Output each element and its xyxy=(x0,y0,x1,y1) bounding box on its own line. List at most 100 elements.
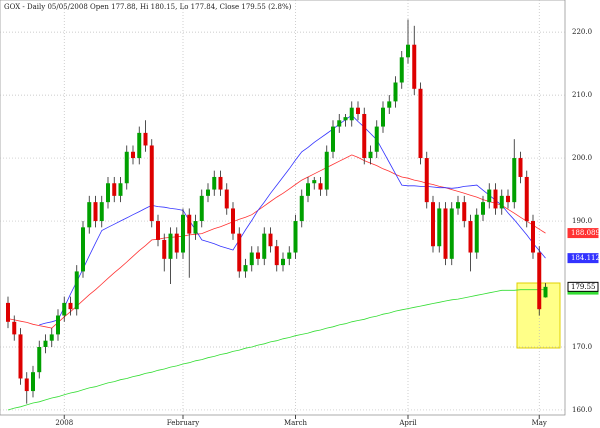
candle-body xyxy=(443,208,448,259)
candle-body xyxy=(368,151,373,159)
candle-body xyxy=(99,202,104,222)
candle-body xyxy=(468,221,473,253)
x-tick-label: April xyxy=(398,419,417,427)
candle-body xyxy=(481,202,485,215)
candle-body xyxy=(456,202,460,209)
candle-body xyxy=(218,176,223,190)
candle-body xyxy=(531,221,535,253)
y-tick-label: 190.0 xyxy=(572,217,592,225)
chart-title: GOX - Daily 05/05/2008 Open 177.88, Hi 1… xyxy=(4,3,292,11)
candle-body xyxy=(37,346,42,373)
candle-body xyxy=(406,44,410,58)
candle-body xyxy=(324,151,329,190)
y-tick-label: 210.0 xyxy=(572,91,592,99)
candle-body xyxy=(224,189,229,209)
candle-body xyxy=(387,101,392,108)
candle-body xyxy=(374,126,379,152)
candle-body xyxy=(24,378,29,392)
candle-body xyxy=(299,195,304,222)
candle-body xyxy=(212,176,217,190)
candle-body xyxy=(306,183,310,196)
candle-body xyxy=(499,195,504,209)
candle-body xyxy=(43,340,48,347)
candle-body xyxy=(331,126,335,152)
value-tag: 188.089 xyxy=(571,229,600,237)
candle-body xyxy=(56,315,60,335)
candle-body xyxy=(393,82,398,102)
candle-body xyxy=(199,195,204,222)
y-tick-label: 220.0 xyxy=(572,28,592,36)
candle-body xyxy=(474,214,479,253)
candle-body xyxy=(187,214,192,234)
candle-body xyxy=(293,221,298,253)
candle-body xyxy=(124,151,129,184)
candle-body xyxy=(262,233,267,259)
moving-average xyxy=(7,289,546,411)
candle-body xyxy=(543,286,548,298)
candle-body xyxy=(87,202,92,228)
candle-body xyxy=(381,107,385,127)
candle-body xyxy=(506,195,510,203)
candle-body xyxy=(418,88,423,159)
candle-body xyxy=(462,202,467,222)
candle-body xyxy=(106,183,110,203)
candle-body xyxy=(356,107,360,114)
candle-body xyxy=(537,252,542,310)
candle-body xyxy=(437,208,442,247)
candle-body xyxy=(268,233,273,247)
candle-body xyxy=(362,113,367,159)
candle-body xyxy=(518,158,523,177)
candle-body xyxy=(193,221,198,234)
candle-body xyxy=(281,258,285,266)
candle-body xyxy=(231,208,235,234)
x-tick-label: 2008 xyxy=(55,419,73,427)
candle-body xyxy=(249,252,254,266)
candle-body xyxy=(31,372,35,392)
candle-body xyxy=(93,202,98,222)
x-tick-label: March xyxy=(284,419,308,427)
candle-body xyxy=(131,151,135,159)
candle-body xyxy=(118,183,123,196)
value-tag: 184.112 xyxy=(571,254,600,262)
x-tick-label: February xyxy=(167,419,199,427)
candle-body xyxy=(174,233,179,253)
candle-body xyxy=(81,227,85,272)
candle-body xyxy=(12,321,17,335)
candle-body xyxy=(424,158,429,203)
y-tick-label: 170.0 xyxy=(572,343,592,351)
candle-body xyxy=(237,233,242,272)
x-tick-label: May xyxy=(532,419,547,427)
candle-body xyxy=(137,132,142,159)
value-tag-bg xyxy=(567,253,599,264)
candle-body xyxy=(431,202,435,247)
candle-body xyxy=(487,189,492,203)
y-tick-label: 160.0 xyxy=(572,406,592,414)
candle-body xyxy=(256,252,260,259)
value-tag: 179.55 xyxy=(571,283,596,291)
candle-body xyxy=(149,145,154,222)
candle-body xyxy=(49,334,54,341)
moving-average xyxy=(7,154,546,329)
candle-body xyxy=(349,107,354,121)
candle-body xyxy=(312,180,317,184)
candle-body xyxy=(74,271,79,310)
candle-body xyxy=(243,265,248,272)
plot-area xyxy=(0,0,566,416)
candle-body xyxy=(343,117,348,121)
candle-body xyxy=(412,44,417,89)
value-tag-bg xyxy=(567,228,599,239)
candle-body xyxy=(162,239,167,259)
candle-body xyxy=(143,132,148,146)
candle-body xyxy=(112,183,117,196)
candle-body xyxy=(337,120,342,127)
candle-body xyxy=(318,183,323,190)
candle-body xyxy=(524,176,529,222)
candle-body xyxy=(287,252,292,259)
moving-average xyxy=(39,114,546,326)
candle-body xyxy=(274,246,279,266)
candle-body xyxy=(156,221,160,240)
candle-body xyxy=(449,208,454,259)
candle-body xyxy=(181,214,185,253)
candle-body xyxy=(6,302,10,322)
